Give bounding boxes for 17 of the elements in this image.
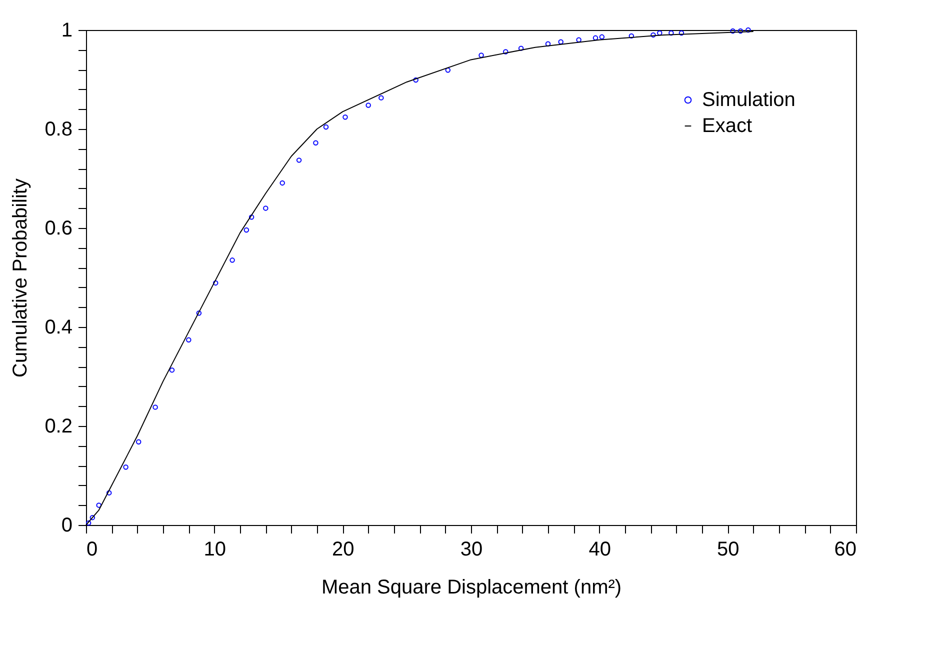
y-tick-label: 0.4 <box>44 316 72 338</box>
x-tick-label: 60 <box>834 538 856 560</box>
y-tick-label: 0.8 <box>44 118 72 140</box>
x-tick-label: 30 <box>460 538 483 560</box>
legend-label: Exact <box>702 115 752 137</box>
x-tick-label: 20 <box>332 538 354 560</box>
y-tick-label: 1 <box>61 20 72 42</box>
y-tick-label: 0.2 <box>44 416 72 438</box>
legend-label: Simulation <box>702 89 796 111</box>
x-tick-label: 10 <box>204 538 226 560</box>
y-tick-label: 0.6 <box>44 218 72 240</box>
x-tick-label: 50 <box>717 538 740 560</box>
y-axis-title: Cumulative Probability <box>10 178 32 378</box>
x-axis-title: Mean Square Displacement (nm²) <box>321 576 622 598</box>
x-tick-label: 0 <box>86 538 98 560</box>
x-tick-label: 40 <box>588 538 611 560</box>
y-tick-label: 0 <box>61 514 72 536</box>
